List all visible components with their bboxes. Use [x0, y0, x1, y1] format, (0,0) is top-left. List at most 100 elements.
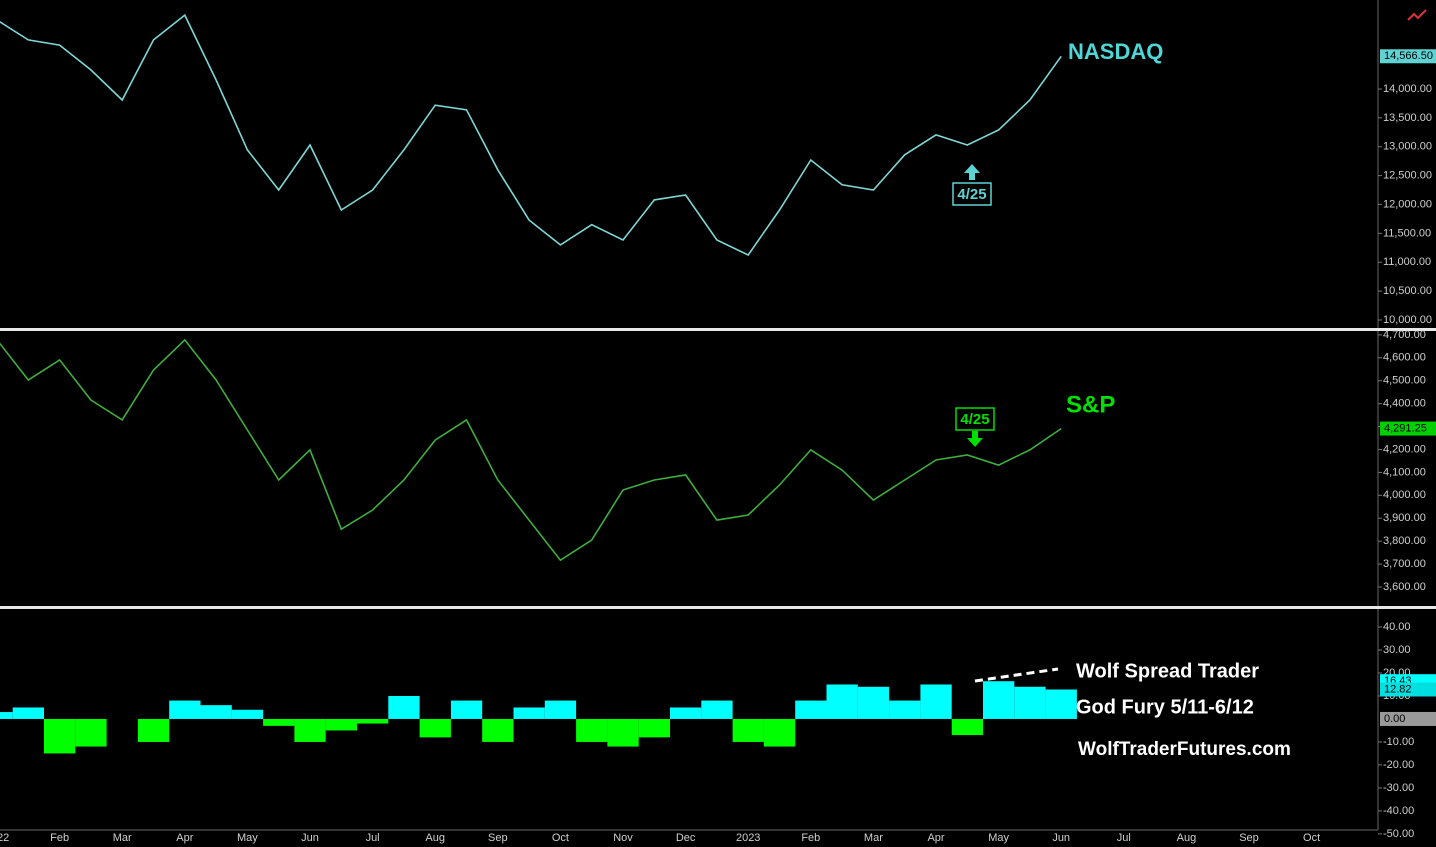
y-tick-label: 4,600.00 — [1383, 352, 1426, 364]
histogram-bar — [638, 718, 670, 738]
y-tick-label: 12,500.00 — [1383, 170, 1432, 182]
annotation: 4/25 — [957, 186, 986, 203]
histogram-bar — [419, 718, 451, 738]
histogram-bar — [732, 718, 764, 742]
annotation: God Fury 5/11-6/12 — [1076, 696, 1254, 718]
histogram-bar — [1045, 689, 1077, 719]
x-tick-label: Mar — [113, 832, 132, 844]
y-tick-label: -10.00 — [1383, 736, 1414, 748]
annotation: Wolf Spread Trader — [1076, 660, 1259, 682]
histogram-bar — [983, 681, 1015, 719]
price-line — [0, 13, 1062, 257]
y-tick-label: 14,000.00 — [1383, 83, 1432, 95]
x-tick-label: 2022 — [0, 832, 9, 844]
histogram-bar — [231, 709, 264, 719]
y-tick-label: 4,700.00 — [1383, 329, 1426, 341]
annotation: S&P — [1066, 391, 1115, 418]
x-tick-label: May — [237, 832, 258, 844]
histogram-bar — [763, 718, 796, 747]
x-tick-label: Sep — [488, 832, 508, 844]
histogram-bar — [920, 684, 952, 719]
y-tick-label: 40.00 — [1383, 621, 1411, 633]
x-tick-label: Aug — [1177, 832, 1197, 844]
histogram-bar — [1014, 686, 1046, 719]
annotation-box — [952, 182, 992, 206]
price-badge-label: 14,566.50 — [1384, 50, 1433, 62]
y-tick-label: 3,600.00 — [1383, 581, 1426, 593]
y-tick-label: 10,500.00 — [1383, 285, 1432, 297]
histogram-bar — [544, 700, 577, 719]
histogram-bar — [200, 705, 232, 719]
histogram-bar — [607, 718, 639, 747]
histogram-bar — [482, 718, 514, 742]
y-tick-label: 3,800.00 — [1383, 535, 1426, 547]
x-tick-label: Oct — [552, 832, 569, 844]
histogram-bar — [294, 718, 326, 742]
x-tick-label: Oct — [1303, 832, 1320, 844]
annotation-box — [955, 407, 995, 431]
y-tick-label: 4,400.00 — [1383, 398, 1426, 410]
price-badge-label: 12.82 — [1384, 683, 1412, 695]
y-tick-label: -20.00 — [1383, 759, 1414, 771]
price-badge — [1380, 682, 1436, 697]
price-badge-label: 0.00 — [1384, 713, 1405, 725]
x-tick-label: May — [988, 832, 1009, 844]
histogram-bar — [388, 695, 420, 719]
x-tick-label: 2023 — [736, 832, 760, 844]
y-tick-label: 13,000.00 — [1383, 141, 1432, 153]
arrow-up — [964, 164, 980, 180]
x-tick-label: Jun — [1052, 832, 1070, 844]
x-tick-label: Sep — [1239, 832, 1259, 844]
histogram-bar — [357, 718, 389, 724]
y-tick-label: 4,500.00 — [1383, 375, 1426, 387]
y-tick-label: -40.00 — [1383, 805, 1414, 817]
histogram-bar — [951, 718, 983, 736]
y-tick-label: 13,500.00 — [1383, 112, 1432, 124]
x-tick-label: Apr — [927, 832, 944, 844]
x-tick-label: Aug — [425, 832, 445, 844]
histogram-bar — [137, 718, 170, 742]
divergence-line — [974, 667, 1059, 683]
x-tick-label: Feb — [801, 832, 820, 844]
histogram-bar — [670, 707, 702, 719]
x-tick-label: Jul — [1117, 832, 1131, 844]
x-tick-label: Apr — [176, 832, 193, 844]
y-tick-label: 10,000.00 — [1383, 314, 1432, 326]
histogram-bar — [857, 686, 890, 719]
price-badge-label: 4,291.25 — [1384, 422, 1427, 434]
y-tick-label: 11,000.00 — [1383, 256, 1431, 268]
y-tick-label: -50.00 — [1383, 828, 1414, 840]
histogram-bar — [44, 718, 76, 754]
x-tick-label: Jun — [301, 832, 319, 844]
y-tick-label: -30.00 — [1383, 782, 1414, 794]
histogram-bar — [263, 718, 295, 726]
histogram-bar — [450, 700, 483, 719]
y-tick-label: 4,000.00 — [1383, 489, 1426, 501]
y-tick-label: 4,200.00 — [1383, 443, 1426, 455]
histogram-bar — [325, 718, 357, 731]
histogram-bar — [513, 707, 545, 719]
x-tick-label: Mar — [864, 832, 883, 844]
annotation: NASDAQ — [1068, 39, 1163, 64]
arrow-down — [967, 431, 983, 447]
y-tick-label: 3,700.00 — [1383, 558, 1426, 570]
x-tick-label: Jul — [366, 832, 380, 844]
histogram-bar — [795, 700, 827, 719]
y-tick-label: 3,900.00 — [1383, 512, 1426, 524]
histogram-bar — [75, 718, 107, 747]
x-tick-label: Feb — [50, 832, 69, 844]
histogram-bar — [12, 707, 44, 719]
annotation: WolfTraderFutures.com — [1078, 739, 1291, 760]
price-badge — [1380, 421, 1436, 436]
price-badge — [1380, 49, 1436, 64]
annotation: 4/25 — [960, 411, 989, 428]
price-badge — [1380, 711, 1436, 726]
histogram-bar — [576, 718, 608, 742]
y-tick-label: 4,100.00 — [1383, 466, 1426, 478]
x-tick-label: Nov — [613, 832, 633, 844]
y-tick-label: 30.00 — [1383, 644, 1411, 656]
histogram-bar — [169, 700, 201, 719]
price-line — [0, 338, 1062, 562]
